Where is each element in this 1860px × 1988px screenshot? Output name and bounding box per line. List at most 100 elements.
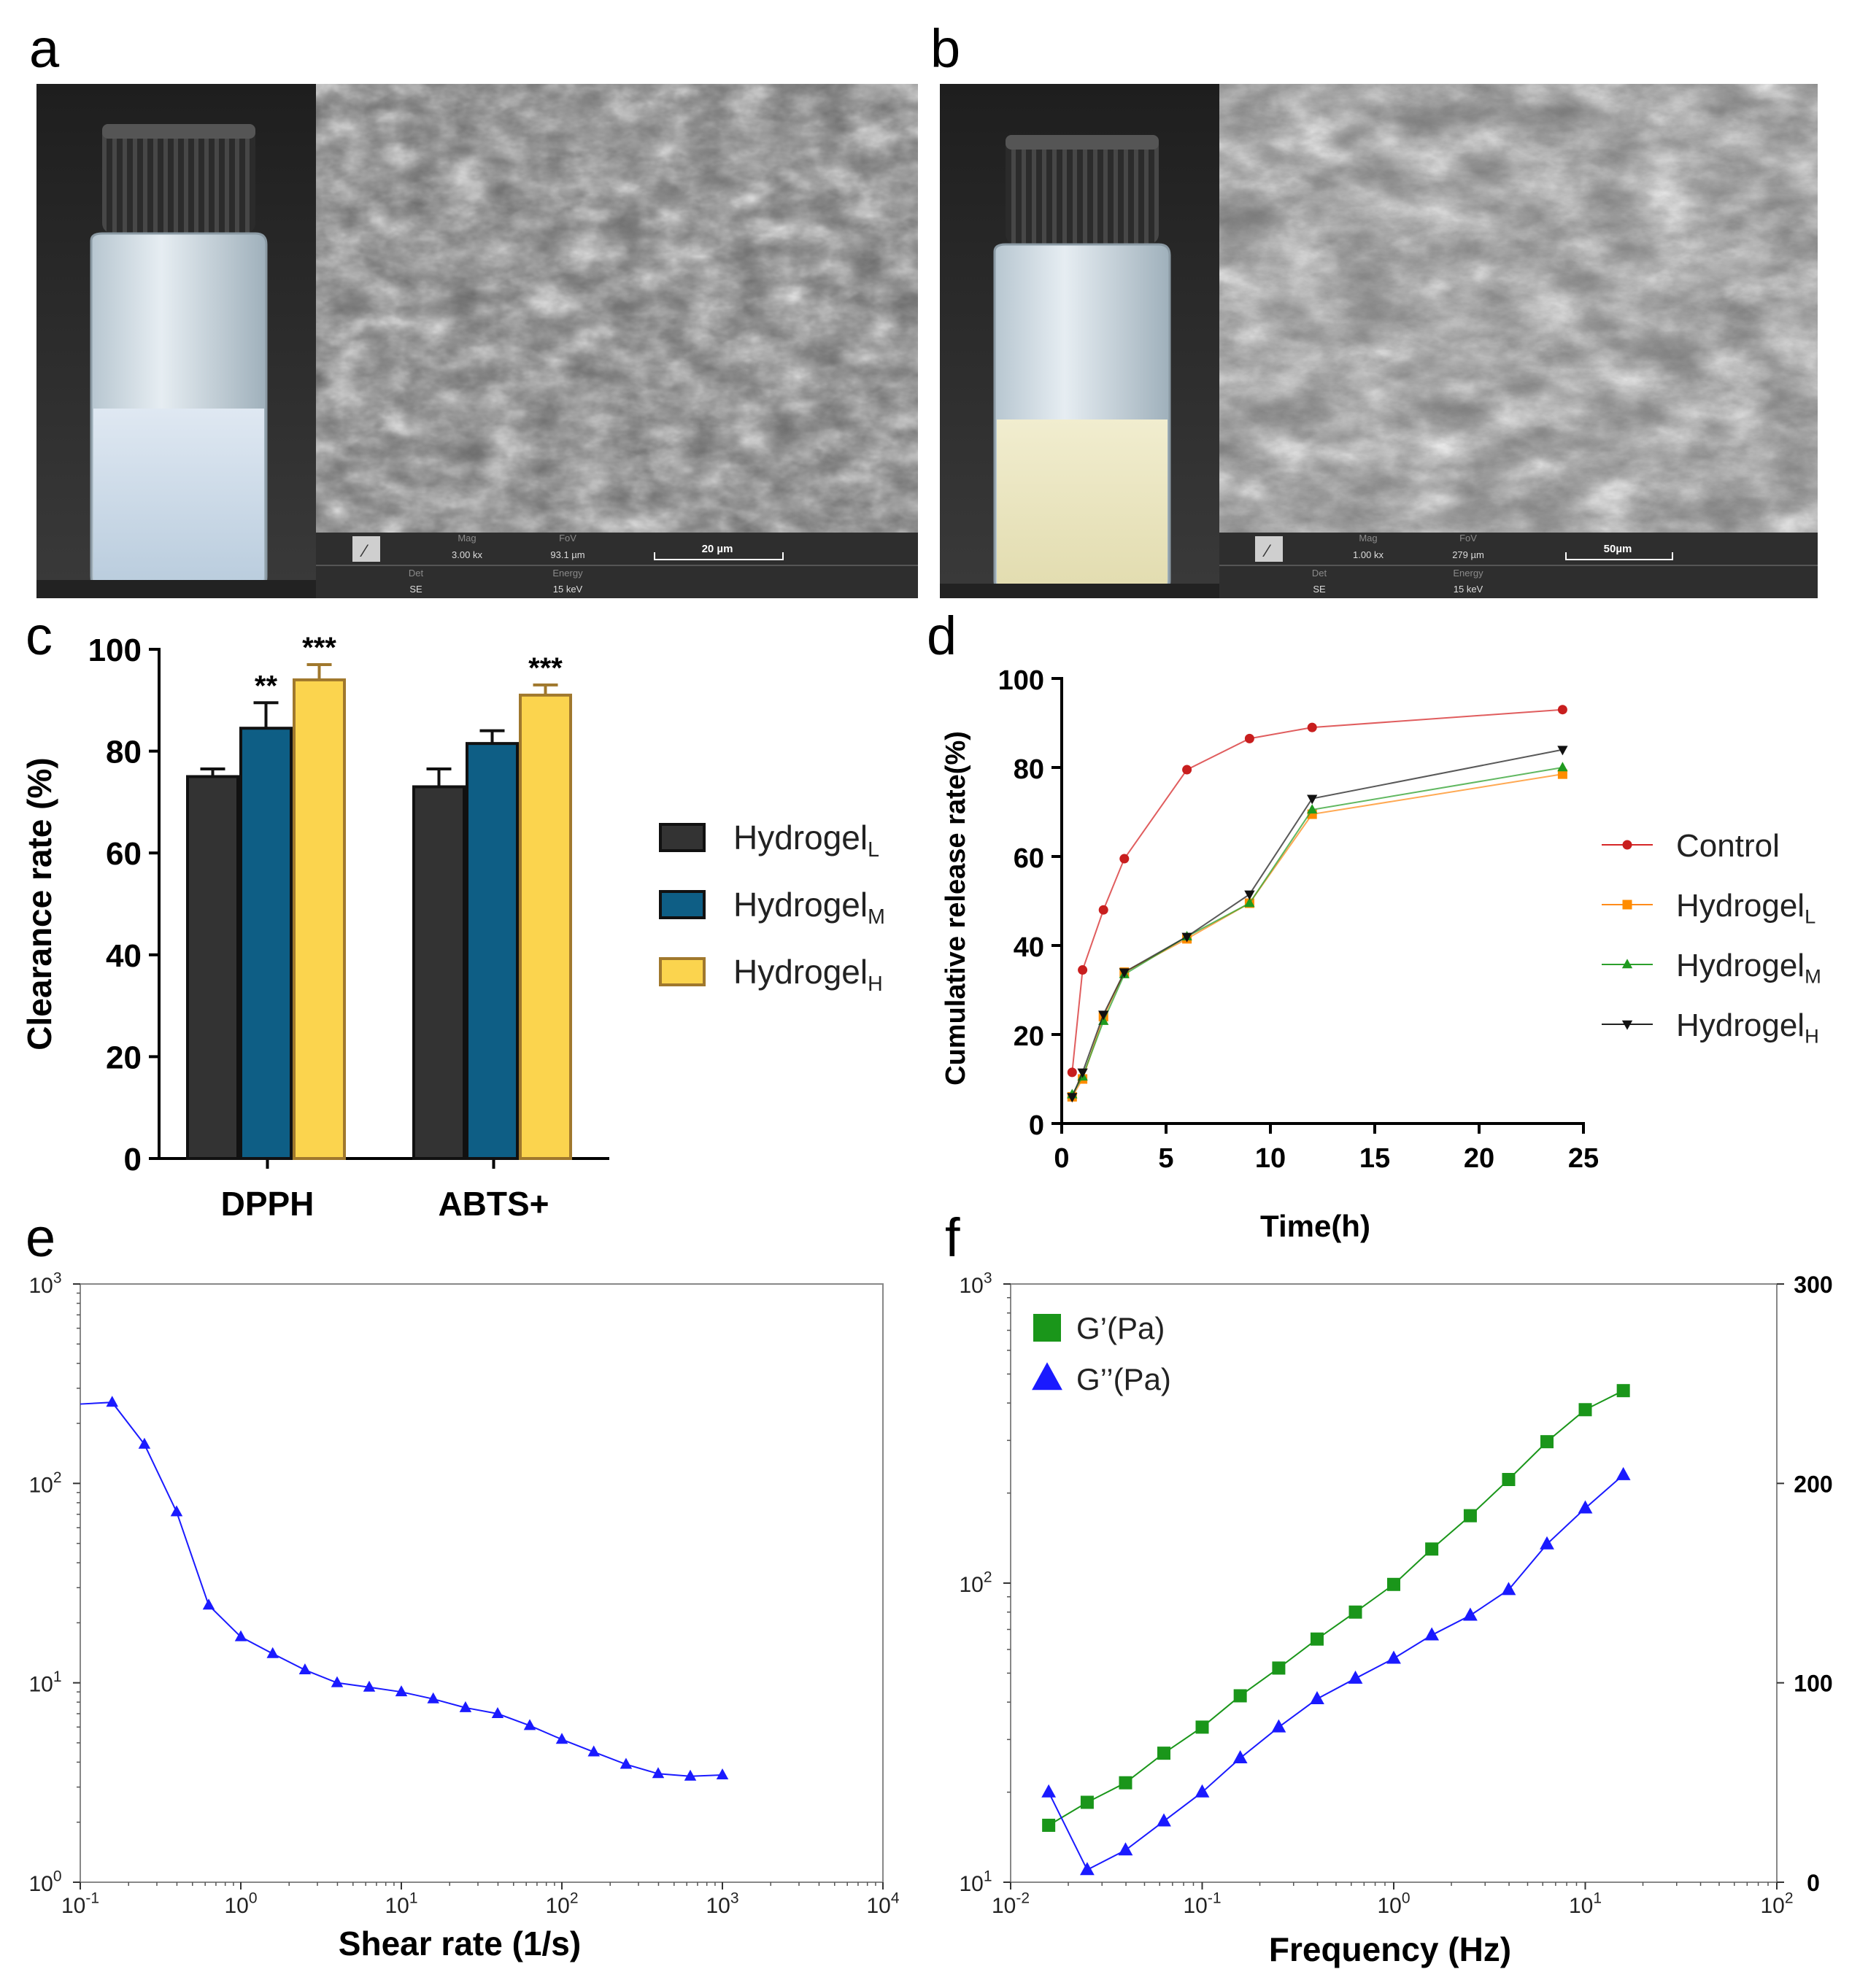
f-legend-marker bbox=[1032, 1362, 1062, 1391]
e-point bbox=[363, 1680, 376, 1692]
f-series-line bbox=[1048, 1390, 1624, 1826]
c-bar bbox=[519, 693, 572, 1160]
f-point bbox=[1157, 1813, 1171, 1827]
f-point bbox=[1233, 1689, 1247, 1703]
sem-b-scale-label: 50µm bbox=[1604, 543, 1632, 555]
d-legend-marker bbox=[1622, 900, 1632, 910]
c-y-tick-label: 0 bbox=[124, 1142, 142, 1177]
e-x-tick-label: 103 bbox=[706, 1890, 738, 1919]
d-legend-marker bbox=[1622, 840, 1632, 850]
d-point bbox=[1098, 1010, 1109, 1021]
panel-b-sem-image: ⁄ Mag 1.00 kx FoV 279 µm 50µm Det SE Ene… bbox=[1219, 84, 1818, 598]
f-x-tick-label: 100 bbox=[1377, 1890, 1410, 1919]
d-x-tick-label: 15 bbox=[1359, 1143, 1390, 1174]
c-bar bbox=[239, 727, 293, 1160]
e-point bbox=[555, 1733, 568, 1744]
d-series-line bbox=[1071, 767, 1563, 1095]
f-point bbox=[1232, 1750, 1248, 1764]
d-legend-label: HydrogelH bbox=[1676, 1007, 1819, 1048]
e-point bbox=[459, 1701, 472, 1712]
e-point bbox=[587, 1745, 600, 1757]
sem-a-scale-bar bbox=[654, 552, 784, 560]
d-x-tick-label: 5 bbox=[1158, 1143, 1173, 1174]
d-y-tick-label: 80 bbox=[1014, 754, 1044, 785]
e-y-tick-label: 100 bbox=[28, 1868, 61, 1897]
f-point bbox=[1540, 1536, 1554, 1550]
f-point bbox=[1463, 1607, 1478, 1621]
f-x-axis-title: Frequency (Hz) bbox=[1269, 1930, 1511, 1968]
e-point bbox=[234, 1630, 247, 1641]
e-plot-frame bbox=[80, 1283, 884, 1883]
d-point bbox=[1067, 1067, 1077, 1078]
f-y2-tick-label: 0 bbox=[1807, 1870, 1820, 1896]
d-point bbox=[1557, 705, 1567, 715]
sem-b-energy-label: Energy bbox=[1453, 568, 1483, 579]
e-point bbox=[716, 1768, 729, 1779]
sem-a-det: SE bbox=[409, 584, 422, 595]
d-point bbox=[1098, 905, 1108, 915]
d-y-tick-label: 100 bbox=[998, 665, 1044, 696]
e-point bbox=[427, 1692, 439, 1703]
e-x-tick-label: 10-1 bbox=[61, 1890, 99, 1919]
f-point bbox=[1501, 1582, 1516, 1596]
f-point bbox=[1424, 1627, 1440, 1641]
sem-b-mag-label: Mag bbox=[1359, 533, 1377, 544]
e-point bbox=[106, 1396, 118, 1407]
d-point bbox=[1067, 1093, 1078, 1103]
f-point bbox=[1578, 1403, 1592, 1417]
chart-f-modulus-scatter: 10-2 10-1 100 101 102 101 102 103 0 100 200 300 Freq… bbox=[959, 1270, 1832, 1969]
panel-e-label: e bbox=[26, 1207, 56, 1268]
e-point bbox=[266, 1647, 279, 1658]
f-point bbox=[1616, 1384, 1630, 1398]
d-x-tick-label: 10 bbox=[1255, 1143, 1286, 1174]
f-legend-label: G’(Pa) bbox=[1076, 1311, 1165, 1345]
panel-c-label: c bbox=[26, 606, 53, 666]
e-point bbox=[298, 1663, 312, 1675]
d-legend-marker bbox=[1621, 1020, 1633, 1030]
c-legend-label: HydrogelM bbox=[733, 886, 885, 929]
d-legend-label: Control bbox=[1676, 828, 1780, 864]
c-y-tick-label: 40 bbox=[106, 938, 142, 974]
f-legend-label: G’’(Pa) bbox=[1076, 1362, 1171, 1396]
e-x-tick-label: 102 bbox=[545, 1890, 578, 1919]
f-point bbox=[1540, 1435, 1554, 1449]
c-y-tick-label: 100 bbox=[88, 633, 142, 668]
d-point bbox=[1307, 794, 1318, 805]
sem-b-scale-bar bbox=[1565, 552, 1673, 560]
f-point bbox=[1578, 1500, 1593, 1514]
f-point bbox=[1502, 1472, 1516, 1486]
d-y-tick-label: 40 bbox=[1014, 932, 1044, 963]
f-y2-tick-label: 100 bbox=[1794, 1671, 1832, 1697]
d-x-tick-label: 20 bbox=[1464, 1143, 1494, 1174]
f-point bbox=[1387, 1577, 1400, 1591]
f-point bbox=[1080, 1795, 1094, 1809]
c-x-tick-label: ABTS+ bbox=[438, 1185, 549, 1223]
e-y-tick-label: 101 bbox=[28, 1668, 61, 1697]
chart-d-release-line: 0 20 40 60 80 100 0 5 10 15 20 25 Time(h) Cumulative … bbox=[941, 665, 1821, 1243]
panel-a-label: a bbox=[29, 18, 60, 79]
f-point bbox=[1310, 1690, 1324, 1704]
c-legend-swatch bbox=[659, 957, 706, 986]
f-point bbox=[1118, 1842, 1133, 1856]
f-point bbox=[1425, 1542, 1439, 1556]
c-significance: ** bbox=[255, 670, 278, 702]
panel-d-label: d bbox=[927, 606, 957, 666]
c-bar bbox=[412, 785, 466, 1160]
f-point bbox=[1348, 1670, 1363, 1684]
d-series-line bbox=[1071, 708, 1563, 1072]
c-y-tick-label: 80 bbox=[106, 735, 142, 770]
f-series-line bbox=[1048, 1474, 1624, 1871]
e-point bbox=[684, 1769, 697, 1781]
d-point bbox=[1557, 746, 1568, 756]
panel-f-label: f bbox=[945, 1207, 960, 1268]
d-point bbox=[1077, 1068, 1088, 1078]
d-point bbox=[1557, 762, 1568, 772]
f-y-tick-label: 103 bbox=[959, 1270, 992, 1299]
f-point bbox=[1272, 1661, 1286, 1675]
f-x-tick-label: 101 bbox=[1569, 1890, 1602, 1919]
d-point bbox=[1244, 733, 1254, 743]
sem-a-mag: 3.00 kx bbox=[452, 549, 482, 560]
sem-b-energy: 15 keV bbox=[1454, 584, 1483, 595]
